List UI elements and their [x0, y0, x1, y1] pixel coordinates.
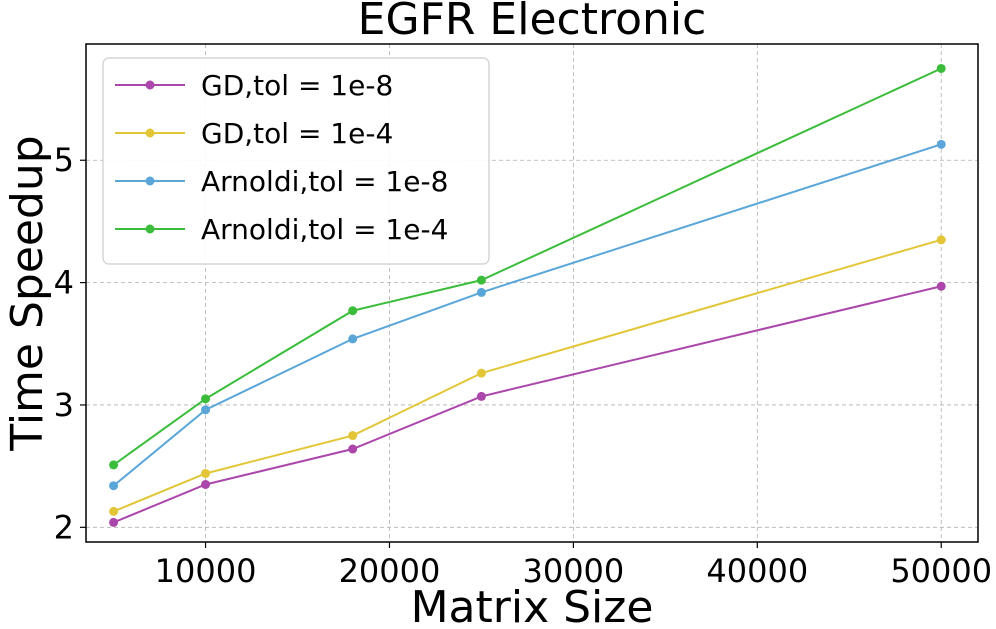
data-point — [109, 517, 119, 527]
legend-label: Arnoldi,tol = 1e-8 — [201, 165, 448, 198]
data-point — [476, 368, 486, 378]
legend-marker — [145, 224, 155, 234]
data-point — [109, 460, 119, 470]
data-point — [348, 306, 358, 316]
legend: GD,tol = 1e-8 GD,tol = 1e-4 Arnoldi,tol = … — [102, 57, 490, 265]
legend-marker — [145, 176, 155, 186]
data-point — [109, 481, 119, 491]
x-tick-label: 30000 — [522, 552, 624, 590]
legend-item: Arnoldi,tol = 1e-8 — [115, 165, 448, 198]
legend-marker — [145, 80, 155, 90]
data-point — [936, 235, 946, 245]
plot-frame — [85, 43, 979, 543]
y-axis-title: Time Speedup — [2, 135, 53, 451]
x-axis-title: Matrix Size — [411, 582, 654, 629]
y-tick-label: 3 — [54, 386, 74, 424]
data-point — [936, 139, 946, 149]
y-tick-label: 4 — [54, 264, 74, 302]
data-point — [476, 287, 486, 297]
x-tick-label: 10000 — [155, 552, 257, 590]
legend-label: GD,tol = 1e-8 — [201, 69, 393, 102]
legend-label: Arnoldi,tol = 1e-4 — [201, 213, 448, 246]
x-tick-label: 40000 — [706, 552, 808, 590]
data-point — [936, 63, 946, 73]
y-tick-label: 5 — [54, 141, 74, 179]
series-3 — [109, 139, 946, 491]
legend-box — [102, 57, 490, 265]
data-point — [936, 281, 946, 291]
series-layer — [109, 63, 946, 527]
legend-item: GD,tol = 1e-4 — [115, 117, 393, 150]
series-4 — [109, 63, 946, 470]
data-point — [476, 275, 486, 285]
data-point — [201, 479, 211, 489]
legend-label: GD,tol = 1e-4 — [201, 117, 393, 150]
data-point — [201, 405, 211, 415]
series-1 — [109, 281, 946, 527]
series-line — [113, 238, 942, 513]
data-point — [476, 391, 486, 401]
ticks: 10000 20000 30000 40000 50000 2 3 4 5 — [54, 141, 992, 590]
x-tick-label: 50000 — [890, 552, 992, 590]
data-point — [109, 506, 119, 516]
chart-title: EGFR Electronic — [358, 0, 707, 45]
legend-item: Arnoldi,tol = 1e-4 — [115, 213, 448, 246]
y-tick-label: 2 — [54, 508, 74, 546]
data-point — [348, 431, 358, 441]
data-point — [348, 444, 358, 454]
series-line — [113, 285, 942, 524]
data-point — [348, 334, 358, 344]
series-2 — [109, 235, 946, 516]
data-point — [201, 394, 211, 404]
legend-marker — [145, 128, 155, 138]
x-tick-label: 20000 — [339, 552, 441, 590]
legend-item: GD,tol = 1e-8 — [115, 69, 393, 102]
data-point — [201, 468, 211, 478]
